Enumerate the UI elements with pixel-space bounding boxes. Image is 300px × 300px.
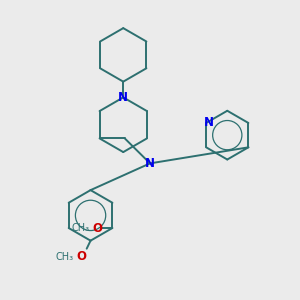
Text: N: N bbox=[203, 116, 214, 130]
Text: O: O bbox=[93, 221, 103, 235]
Text: N: N bbox=[118, 91, 128, 104]
Text: O: O bbox=[76, 250, 87, 263]
Text: N: N bbox=[145, 157, 155, 170]
Text: CH₃: CH₃ bbox=[56, 252, 74, 262]
Text: CH₃: CH₃ bbox=[72, 223, 90, 233]
